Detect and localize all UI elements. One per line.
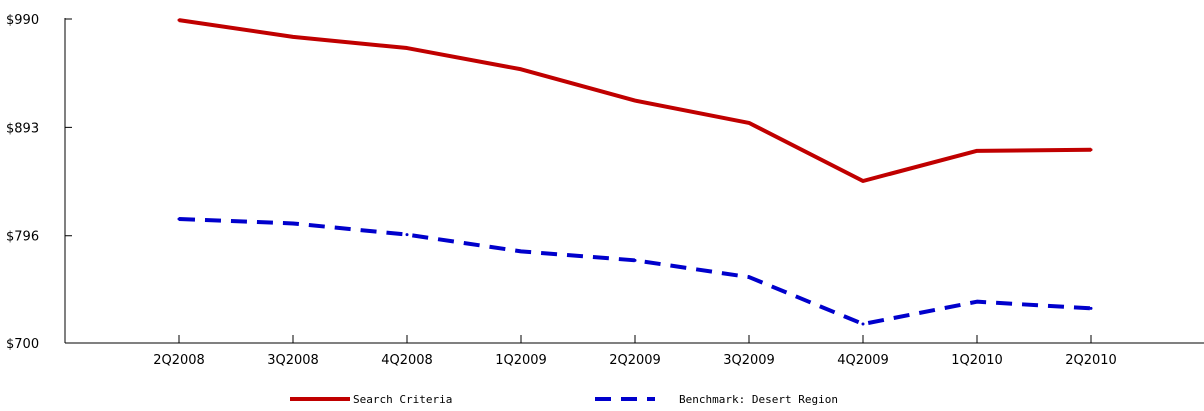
x-tick-label: 3Q2009	[723, 353, 775, 368]
data-point	[1089, 148, 1093, 152]
x-tick-label: 2Q2009	[609, 353, 661, 368]
x-tick-label: 3Q2008	[267, 353, 319, 368]
data-point	[291, 35, 295, 39]
data-point	[633, 99, 637, 103]
data-point	[519, 249, 523, 253]
data-point	[861, 179, 865, 183]
y-tick-label: $893	[6, 121, 39, 136]
legend-label-benchmark: Benchmark: Desert Region	[679, 393, 838, 406]
x-tick-label: 4Q2009	[837, 353, 889, 368]
y-tick-label: $990	[6, 13, 39, 28]
data-point	[975, 300, 979, 304]
x-tick-label: 4Q2008	[381, 353, 433, 368]
data-point	[633, 258, 637, 262]
series-line-benchmark	[178, 216, 1092, 327]
y-tick-label: $700	[6, 337, 39, 352]
y-tick-label: $796	[6, 230, 39, 245]
data-point	[975, 149, 979, 153]
series-lines	[177, 18, 1093, 327]
data-point	[861, 322, 865, 326]
legend: Search Criteria Benchmark: Desert Region	[290, 393, 838, 406]
data-point	[405, 233, 409, 237]
data-point	[177, 18, 181, 22]
x-tick-label: 2Q2010	[1065, 353, 1117, 368]
x-tick-label: 2Q2008	[153, 353, 205, 368]
data-point	[747, 275, 751, 279]
data-point	[291, 221, 295, 225]
x-tick-label: 1Q2009	[495, 353, 547, 368]
x-tick-label: 1Q2010	[951, 353, 1003, 368]
data-point	[405, 46, 409, 50]
data-point	[747, 121, 751, 125]
x-axis: 2Q2008 3Q2008 4Q2008 1Q2009 2Q2009 3Q2009 4Q20…	[65, 335, 1204, 368]
data-point	[1089, 306, 1093, 310]
y-axis: $990 $893 $796 $700	[6, 13, 72, 352]
legend-label-search-criteria: Search Criteria	[353, 393, 452, 406]
data-point	[177, 217, 181, 221]
data-point	[519, 67, 523, 71]
